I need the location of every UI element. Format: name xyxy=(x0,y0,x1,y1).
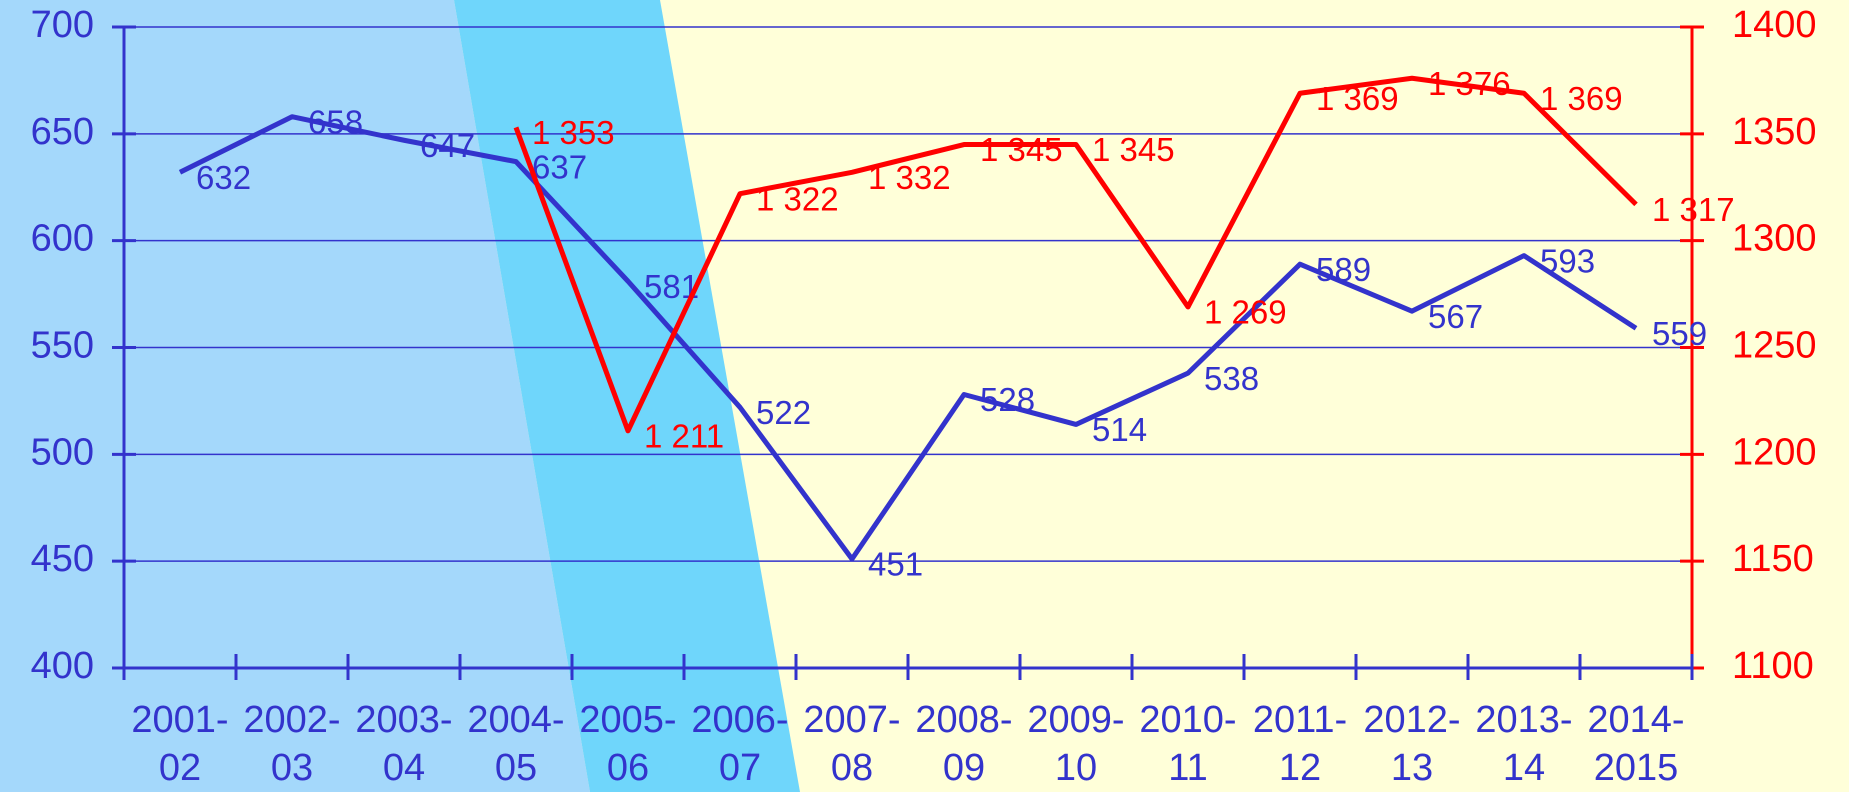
data-label: 1 376 xyxy=(1428,65,1511,102)
data-label: 514 xyxy=(1092,411,1147,448)
y-tick-label: 550 xyxy=(31,325,94,367)
data-label: 1 211 xyxy=(644,418,724,455)
y-tick-label: 500 xyxy=(31,431,94,473)
x-tick-label: 2006-07 xyxy=(691,699,789,789)
x-tick-label: 2007-08 xyxy=(803,699,901,789)
y2-tick-label: 1100 xyxy=(1732,645,1814,687)
y2-tick-label: 1250 xyxy=(1732,325,1817,367)
x-tick-label: 2010-11 xyxy=(1139,699,1237,789)
x-tick-label: 2011-12 xyxy=(1252,699,1348,789)
x-tick-label: 2005-06 xyxy=(579,699,677,789)
data-label: 637 xyxy=(532,148,587,185)
data-label: 567 xyxy=(1428,298,1483,335)
y-tick-label: 650 xyxy=(31,111,94,153)
x-tick-label: 2003-04 xyxy=(355,699,453,789)
x-tick-label: 2002-03 xyxy=(243,699,341,789)
series-line xyxy=(513,75,1638,434)
data-label: 528 xyxy=(980,381,1035,418)
y-tick-label: 700 xyxy=(31,4,94,46)
data-label: 632 xyxy=(196,159,251,196)
y2-tick-label: 1400 xyxy=(1732,4,1817,46)
data-label: 658 xyxy=(308,103,363,140)
y2-tick-label: 1300 xyxy=(1732,218,1817,260)
data-label: 1 332 xyxy=(868,159,951,196)
x-tick-label: 2012-13 xyxy=(1363,699,1461,789)
background-band xyxy=(0,0,590,792)
x-tick-label: 2004-05 xyxy=(467,699,565,789)
data-label: 538 xyxy=(1204,360,1259,397)
y2-tick-label: 1200 xyxy=(1732,431,1817,473)
data-label: 1 317 xyxy=(1652,191,1735,228)
data-label: 593 xyxy=(1540,242,1595,279)
data-label: 1 369 xyxy=(1316,80,1399,117)
data-label: 589 xyxy=(1316,251,1371,288)
y2-tick-label: 1150 xyxy=(1732,538,1814,580)
x-tick-label: 2008-09 xyxy=(915,699,1013,789)
x-tick-label: 2014-2015 xyxy=(1587,699,1685,789)
data-label: 559 xyxy=(1652,315,1707,352)
x-tick-label: 2013-14 xyxy=(1475,699,1573,789)
data-label: 1 369 xyxy=(1540,80,1623,117)
data-label: 451 xyxy=(868,546,923,583)
x-tick-label: 2001-02 xyxy=(131,699,229,789)
data-label: 1 345 xyxy=(980,131,1063,168)
y2-tick-label: 1350 xyxy=(1732,111,1817,153)
series-line xyxy=(178,114,1638,562)
data-label: 1 269 xyxy=(1204,294,1287,331)
data-label: 647 xyxy=(420,127,475,164)
data-label: 522 xyxy=(756,394,811,431)
data-label: 1 345 xyxy=(1092,131,1175,168)
x-tick-label: 2009-10 xyxy=(1027,699,1125,789)
y-tick-label: 400 xyxy=(31,645,94,687)
data-label: 1 353 xyxy=(532,114,615,151)
data-label: 1 322 xyxy=(756,180,839,217)
y-tick-label: 600 xyxy=(31,218,94,260)
y-tick-label: 450 xyxy=(31,538,94,580)
